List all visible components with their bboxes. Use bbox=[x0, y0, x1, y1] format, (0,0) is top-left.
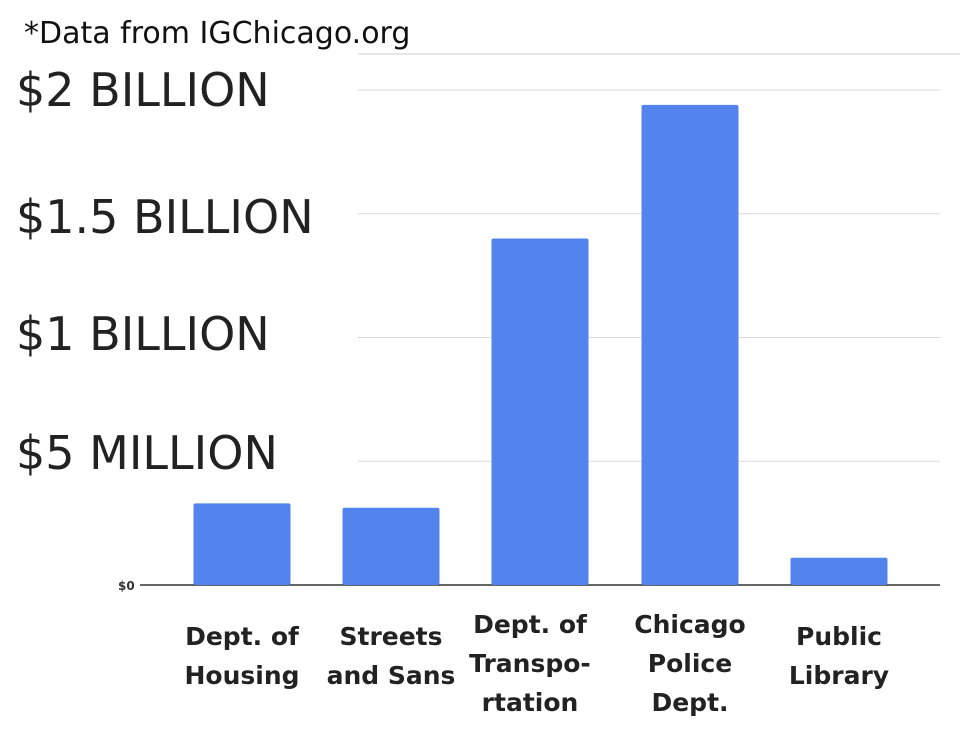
bar bbox=[193, 503, 291, 585]
x-tick-label-line: and Sans bbox=[327, 661, 456, 690]
x-tick-label-line: Library bbox=[789, 661, 889, 690]
x-axis-labels: Dept. of Housing Streets and Sans Dept. of Tr… bbox=[184, 610, 889, 717]
x-tick-label-line: Chicago bbox=[634, 610, 745, 639]
bar bbox=[641, 104, 739, 585]
y-tick-label: $5 MILLION bbox=[16, 426, 278, 480]
x-tick-label-line: Housing bbox=[184, 661, 299, 690]
bar bbox=[491, 238, 589, 585]
x-tick-label-line: Transpo- bbox=[469, 649, 591, 678]
x-tick-label-line: Streets bbox=[339, 622, 442, 651]
bars bbox=[193, 104, 888, 585]
data-source-note: *Data from IGChicago.org bbox=[24, 16, 410, 51]
y-tick-label: $0 bbox=[118, 579, 135, 593]
bar bbox=[342, 507, 440, 585]
bar bbox=[790, 557, 888, 585]
x-tick-label-line: rtation bbox=[482, 688, 579, 717]
y-tick-label: $2 BILLION bbox=[16, 63, 270, 117]
y-tick-label: $1.5 BILLION bbox=[16, 190, 314, 244]
x-tick-label-line: Police bbox=[648, 649, 732, 678]
x-tick-label-line: Dept. bbox=[651, 688, 728, 717]
x-tick-label: Chicago Police Dept. bbox=[634, 610, 745, 717]
x-tick-label: Streets and Sans bbox=[327, 622, 456, 690]
y-axis-labels: $0 $5 MILLION $1 BILLION $1.5 BILLION $2 BIL… bbox=[16, 63, 314, 593]
x-tick-label-line: Dept. of bbox=[473, 610, 588, 639]
x-tick-label-line: Dept. of bbox=[185, 622, 300, 651]
x-tick-label: Public Library bbox=[789, 622, 889, 690]
y-tick-label: $1 BILLION bbox=[16, 307, 270, 361]
x-tick-label: Dept. of Housing bbox=[184, 622, 300, 690]
x-tick-label: Dept. of Transpo-rtation bbox=[469, 610, 591, 717]
x-tick-label-line: Public bbox=[796, 622, 882, 651]
